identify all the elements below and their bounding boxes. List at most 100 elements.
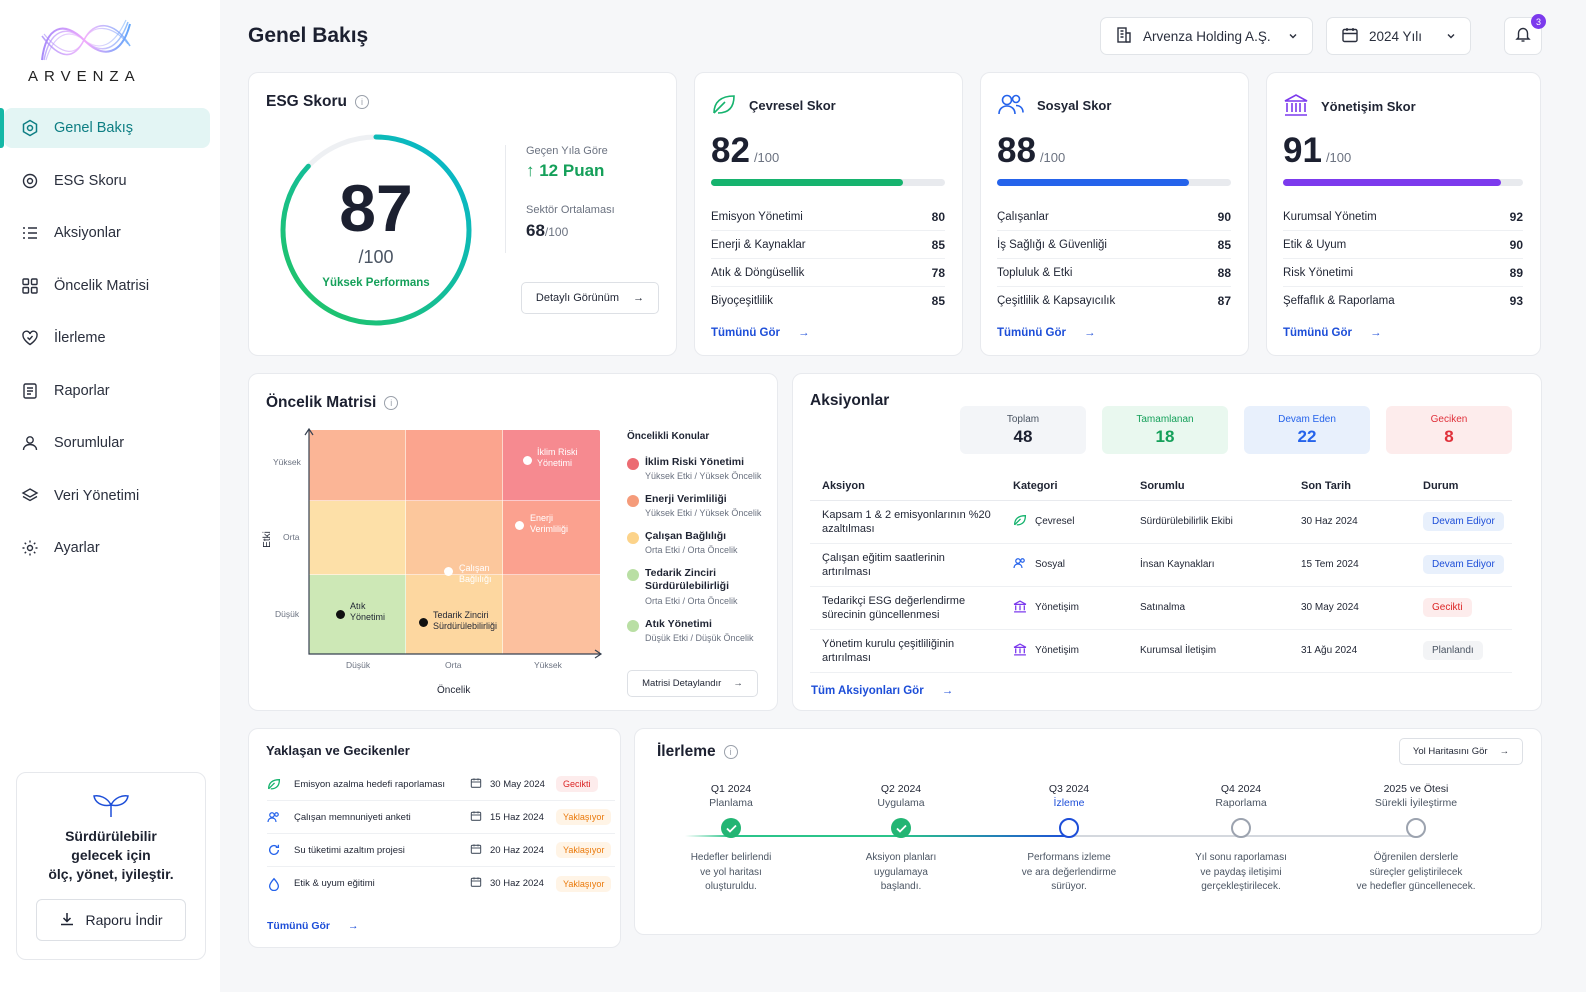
status-badge: Yaklaşıyor	[556, 875, 612, 892]
info-icon[interactable]: i	[354, 94, 369, 109]
year-select[interactable]: 2024 Yılı	[1326, 17, 1471, 55]
step-pending-icon[interactable]	[1406, 818, 1426, 838]
column-header[interactable]: Durum	[1411, 472, 1512, 501]
see-all-link[interactable]: Tümünü Gör →	[711, 327, 810, 339]
layers-icon	[20, 486, 40, 506]
x-tick: Düşük	[346, 660, 371, 670]
table-row[interactable]: Yönetim kurulu çeşitliliğinin artırılmas…	[810, 629, 1512, 673]
download-icon	[59, 911, 75, 930]
sidebar-item-label: Ayarlar	[54, 540, 100, 556]
arrow-right-icon: →	[1370, 327, 1382, 339]
x-axis-label: Öncelik	[437, 685, 471, 696]
sidebar-item-raporlar[interactable]: Raporlar	[4, 371, 210, 411]
column-header[interactable]: Sorumlu	[1128, 472, 1289, 501]
year-value: 2024 Yılı	[1369, 28, 1423, 44]
sidebar-item-sorumlular[interactable]: Sorumlular	[4, 423, 210, 463]
matrix-point[interactable]	[444, 567, 453, 576]
table-row[interactable]: Tedarikçi ESG değerlendirme sürecinin gü…	[810, 586, 1512, 630]
step-pending-icon[interactable]	[1231, 818, 1251, 838]
download-report-button[interactable]: Raporu İndir	[36, 899, 186, 941]
sidebar-item-oncelik-matrisi[interactable]: Öncelik Matrisi	[4, 266, 210, 306]
sidebar-item-label: Genel Bakış	[54, 120, 133, 136]
score-card-title: Sosyal Skor	[1037, 98, 1112, 113]
bank-icon	[1013, 642, 1027, 659]
matrix-point-label: Enerji Verimliliği	[530, 513, 569, 534]
esg-score-value: 87	[339, 171, 413, 245]
user-icon	[20, 433, 40, 453]
sidebar-item-ilerleme[interactable]: İlerleme	[4, 318, 210, 358]
all-actions-link[interactable]: Tüm Aksiyonları Gör →	[811, 685, 954, 697]
matrix-point[interactable]	[523, 456, 532, 465]
info-icon[interactable]: i	[723, 744, 738, 759]
company-select[interactable]: Arvenza Holding A.Ş.	[1100, 17, 1313, 55]
calendar-icon	[470, 777, 482, 792]
promo-line-3: ölç, yönet, iyileştir.	[48, 866, 174, 882]
sidebar-item-aksiyonlar[interactable]: Aksiyonlar	[4, 213, 210, 253]
matrix-point[interactable]	[419, 618, 428, 627]
matrix-point-label: Çalışan Bağlılığı	[459, 563, 492, 584]
y-tick: Düşük	[275, 609, 300, 619]
see-all-link[interactable]: Tümünü Gör →	[997, 327, 1096, 339]
list-item[interactable]: Çalışan memnuniyeti anketi 15 Haz 2024 Y…	[267, 801, 615, 834]
matrix-point[interactable]	[336, 610, 345, 619]
column-header[interactable]: Aksiyon	[810, 472, 1001, 501]
matrix-point[interactable]	[515, 521, 524, 530]
arrow-right-icon: →	[1499, 746, 1510, 757]
step-current-icon[interactable]	[1059, 818, 1079, 838]
list-item[interactable]: Etik & uyum eğitimi 30 Haz 2024 Yaklaşıy…	[267, 867, 615, 900]
sidebar-item-veri-yonetimi[interactable]: Veri Yönetimi	[4, 476, 210, 516]
see-all-link[interactable]: Tümünü Gör →	[1283, 327, 1382, 339]
divider	[505, 145, 506, 253]
roadmap-button[interactable]: Yol Haritasını Gör →	[1399, 738, 1523, 765]
brand-logo[interactable]: ARVENZA	[28, 16, 178, 88]
list-item[interactable]: Emisyon azalma hedefi raporlaması 30 May…	[267, 768, 615, 801]
arrow-right-icon: →	[633, 292, 645, 304]
matrix-legend: İklim Riski Yönetimi Yüksek Etki / Yüksek…	[627, 456, 777, 646]
score-row: İş Sağlığı & Güvenliği 85	[997, 231, 1231, 259]
priority-matrix-card: Öncelik Matrisi i Etki Yüksek Orta Düşük …	[248, 373, 778, 711]
notifications-button[interactable]: 3	[1504, 14, 1546, 55]
bank-icon	[1283, 93, 1309, 120]
chevron-down-icon	[1446, 29, 1456, 44]
esg-score-card: ESG Skoru i 87 /100 Yüksek Performans Geç…	[248, 72, 677, 356]
score-row: Çalışanlar 90	[997, 203, 1231, 231]
timeline-line	[901, 835, 1069, 837]
score-card-title: Yönetişim Skor	[1321, 99, 1416, 114]
sidebar-item-label: Sorumlular	[54, 435, 125, 451]
step-done-icon[interactable]	[891, 818, 911, 838]
report-icon	[20, 381, 40, 401]
status-badge: Devam Ediyor	[1423, 512, 1504, 531]
step-done-icon[interactable]	[721, 818, 741, 838]
status-badge: Gecikti	[1423, 598, 1472, 617]
step-description: Yıl sonu raporlaması ve paydaş iletişimi g…	[1195, 852, 1287, 892]
table-row[interactable]: Kapsam 1 & 2 emisyonlarının %20 azaltılm…	[810, 500, 1512, 544]
status-badge: Devam Ediyor	[1423, 555, 1504, 574]
y-tick: Yüksek	[273, 457, 301, 467]
esg-performance-label: Yüksek Performans	[322, 277, 430, 289]
sidebar-item-label: Öncelik Matrisi	[54, 277, 150, 294]
sidebar-item-esg-skoru[interactable]: ESG Skoru	[4, 161, 210, 201]
column-header[interactable]: Kategori	[1001, 472, 1128, 501]
matrix-detail-button[interactable]: Matrisi Detaylandır →	[627, 670, 758, 697]
stat-delayed: Geciken 8	[1386, 406, 1512, 454]
score-row: Risk Yönetimi 89	[1283, 259, 1523, 287]
refresh-icon	[267, 843, 282, 857]
actions-card: Aksiyonlar Toplam 48 Tamamlanan 18 Devam E…	[792, 373, 1542, 711]
detail-view-button[interactable]: Detaylı Görünüm →	[521, 282, 659, 314]
leaf-icon	[267, 778, 282, 790]
score-row: Topluluk & Etki 88	[997, 259, 1231, 287]
timeline-step: Q1 2024 Planlama	[709, 783, 753, 809]
sidebar-item-ayarlar[interactable]: Ayarlar	[4, 528, 210, 568]
list-item[interactable]: Su tüketimi azaltım projesi 20 Haz 2024 …	[267, 834, 615, 867]
table-row[interactable]: Çalışan eğitim saatlerinin artırılması S…	[810, 543, 1512, 587]
score-breakdown: Emisyon Yönetimi 80 Enerji & Kaynaklar 85 …	[711, 203, 945, 315]
column-header[interactable]: Son Tarih	[1289, 472, 1411, 501]
calendar-icon	[470, 876, 482, 891]
sidebar-item-genel-bakis[interactable]: Genel Bakış	[0, 108, 210, 148]
matrix-grid	[309, 430, 600, 654]
step-description: Hedefler belirlendi ve yol haritası oluştu…	[690, 852, 772, 892]
info-icon[interactable]: i	[384, 395, 399, 410]
see-all-link[interactable]: Tümünü Gör →	[267, 920, 359, 932]
brand-name: ARVENZA	[28, 68, 141, 85]
esg-score-icon	[20, 171, 40, 191]
